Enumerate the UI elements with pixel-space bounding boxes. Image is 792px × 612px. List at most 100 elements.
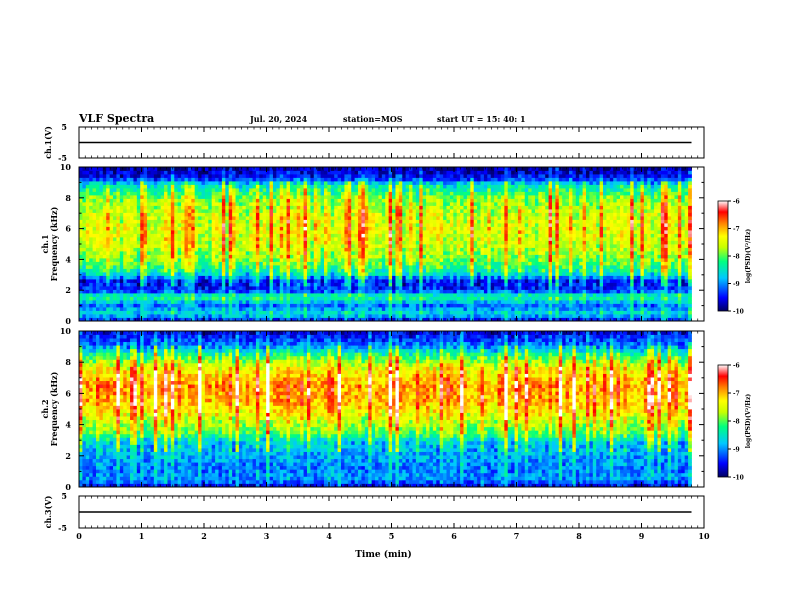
spectrogram-cell xyxy=(119,209,124,213)
spectrogram-cell xyxy=(109,184,114,189)
spectrogram-cell xyxy=(341,244,345,248)
spectrogram-cell xyxy=(371,293,376,297)
spectrogram-cell xyxy=(228,279,233,283)
spectrogram-cell xyxy=(293,167,298,171)
spectrogram-cell xyxy=(324,170,328,175)
spectrogram-cell xyxy=(215,226,219,231)
spectrogram-cell xyxy=(140,223,145,227)
spectrogram-cell xyxy=(228,216,233,220)
spectrogram-cell xyxy=(378,244,383,248)
spectrogram-cell xyxy=(320,254,325,259)
spectrogram-cell xyxy=(388,174,393,178)
spectrogram-cell xyxy=(198,286,202,290)
spectrogram-cell xyxy=(167,198,172,203)
spectrogram-cell xyxy=(426,230,430,234)
spectrogram-cell xyxy=(126,216,131,220)
spectrogram-cell xyxy=(215,170,219,175)
spectrogram-cell xyxy=(385,212,390,217)
spectrogram-cell xyxy=(310,177,315,182)
spectrogram-cell xyxy=(160,181,165,185)
spectrogram-cell xyxy=(306,181,311,185)
spectrogram-cell xyxy=(409,261,413,266)
spectrogram-cell xyxy=(201,240,206,245)
spectrogram-cell xyxy=(99,174,104,178)
spectrogram-cell xyxy=(187,216,192,220)
spectrogram-cell xyxy=(153,303,158,308)
spectrogram-cell xyxy=(242,247,247,252)
spectrogram-cell xyxy=(341,212,345,217)
spectrogram-cell xyxy=(79,261,83,266)
spectrogram-cell xyxy=(218,282,223,287)
spectrogram-cell xyxy=(160,247,165,252)
spectrogram-cell xyxy=(337,261,342,266)
spectrogram-cell xyxy=(286,230,291,234)
spectrogram-cell xyxy=(147,212,151,217)
spectrogram-cell xyxy=(177,293,182,297)
spectrogram-cell xyxy=(245,216,250,220)
spectrogram-cell xyxy=(153,317,158,322)
spectrogram-cell xyxy=(99,251,104,255)
spectrogram-cell xyxy=(126,177,131,182)
spectrogram-cell xyxy=(303,314,308,318)
spectrogram-cell xyxy=(341,303,345,308)
spectrogram-cell xyxy=(320,310,325,315)
spectrogram-cell xyxy=(136,275,141,280)
spectrogram-cell xyxy=(201,296,206,301)
spectrogram-cell xyxy=(283,247,287,252)
spectrogram-cell xyxy=(426,272,430,276)
spectrogram-cell xyxy=(85,289,90,294)
spectrogram-cell xyxy=(317,258,321,262)
spectrogram-cell xyxy=(92,289,97,294)
spectrogram-cell xyxy=(123,188,128,192)
spectrogram-cell xyxy=(252,300,257,304)
spectrogram-cell xyxy=(303,167,308,171)
spectrogram-cell xyxy=(215,310,219,315)
spectrogram-cell xyxy=(153,195,158,199)
spectrogram-cell xyxy=(147,188,151,192)
spectrogram-cell xyxy=(147,223,151,227)
spectrogram-cell xyxy=(364,296,369,301)
spectrogram-cell xyxy=(419,314,424,318)
spectrogram-cell xyxy=(351,205,356,210)
spectrogram-cell xyxy=(174,216,179,220)
spectrogram-cell xyxy=(187,174,192,178)
spectrogram-cell xyxy=(177,177,182,182)
spectrogram-cell xyxy=(102,181,107,185)
spectrogram-cell xyxy=(286,282,291,287)
spectrogram-cell xyxy=(303,240,308,245)
spectrogram-cell xyxy=(289,240,294,245)
spectrogram-cell xyxy=(204,223,209,227)
spectrogram-cell xyxy=(262,240,267,245)
spectrogram-cell xyxy=(259,167,264,171)
spectrogram-cell xyxy=(170,303,175,308)
spectrogram-cell xyxy=(364,205,369,210)
spectrogram-cell xyxy=(443,174,447,178)
spectrogram-cell xyxy=(289,230,294,234)
spectrogram-cell xyxy=(208,181,213,185)
spectrogram-cell xyxy=(266,296,270,301)
spectrogram-cell xyxy=(160,258,165,262)
spectrogram-cell xyxy=(439,212,444,217)
spectrogram-cell xyxy=(327,174,332,178)
spectrogram-cell xyxy=(422,223,427,227)
spectrogram-cell xyxy=(337,219,342,224)
spectrogram-cell xyxy=(89,272,94,276)
spectrogram-cell xyxy=(235,317,240,322)
spectrogram-cell xyxy=(221,282,226,287)
spectrogram-cell xyxy=(99,191,104,196)
spectrogram-cell xyxy=(320,174,325,178)
spectrogram-cell xyxy=(262,289,267,294)
spectrogram-cell xyxy=(106,244,111,248)
spectrogram-cell xyxy=(245,314,250,318)
spectrogram-cell xyxy=(133,198,138,203)
spectrogram-cell xyxy=(211,296,216,301)
spectrogram-cell xyxy=(436,286,441,290)
spectrogram-cell xyxy=(79,188,83,192)
spectrogram-cell xyxy=(136,293,141,297)
spectrogram-cell xyxy=(245,177,250,182)
spectrogram-cell xyxy=(109,195,114,199)
spectrogram-cell xyxy=(293,177,298,182)
spectrogram-cell xyxy=(334,258,339,262)
spectrogram-cell xyxy=(119,300,124,304)
spectrogram-cell xyxy=(255,209,260,213)
